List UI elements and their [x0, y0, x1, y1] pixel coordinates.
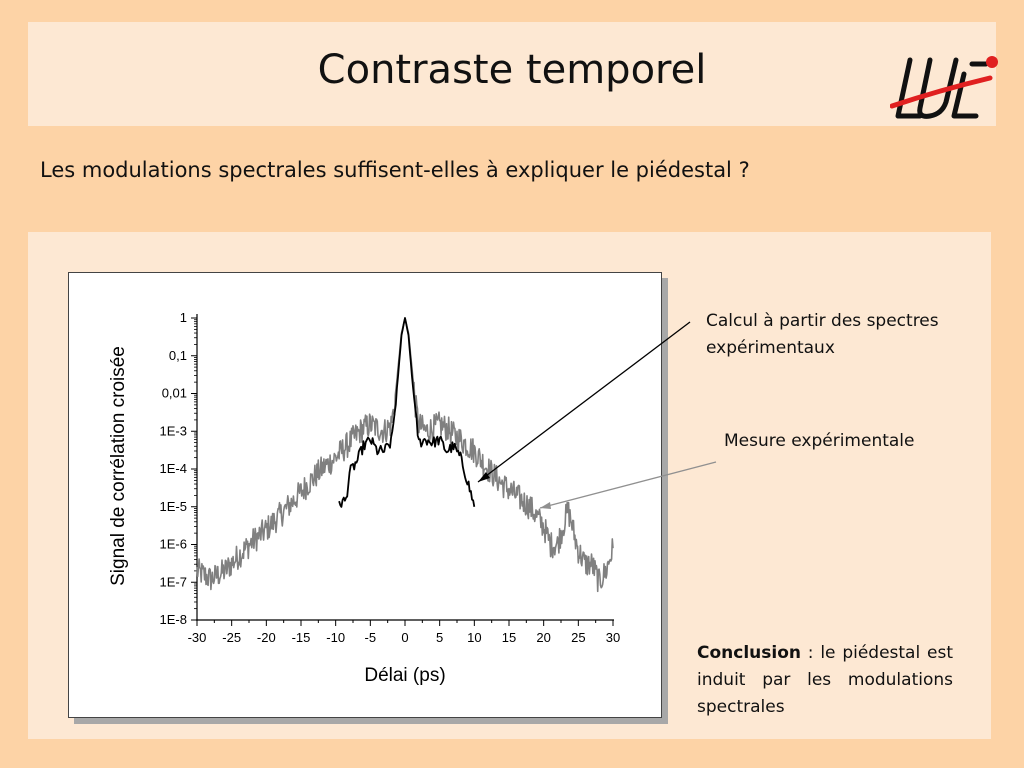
- chart-series: [196, 317, 614, 593]
- x-tick-label: -25: [222, 630, 241, 645]
- x-tick-label: -15: [292, 630, 311, 645]
- annotation-mesure: Mesure expérimentale: [724, 431, 915, 451]
- chart-ylabel: Signal de corrélation croisée: [108, 346, 129, 586]
- slide-question: Les modulations spectrales suffisent-ell…: [40, 158, 750, 182]
- x-tick-label: -5: [365, 630, 377, 645]
- conclusion-label: Conclusion: [697, 643, 801, 663]
- y-tick-label: 1E-4: [160, 461, 187, 476]
- annotation-calcul: Calcul à partir des spectres expérimenta…: [706, 311, 939, 358]
- x-tick-label: -30: [188, 630, 207, 645]
- arrow-mesure: [539, 461, 717, 509]
- y-tick-label: 1E-7: [160, 574, 187, 589]
- lu-logo-icon: [890, 56, 998, 119]
- arrowhead-mesure: [540, 502, 551, 509]
- x-tick-label: 25: [571, 630, 585, 645]
- conclusion-text: : le piédestal est induit par les modula…: [697, 643, 953, 717]
- slide-title: Contraste temporel: [317, 47, 707, 93]
- y-tick-label: 1E-8: [160, 612, 187, 627]
- series-measured-line: [196, 317, 614, 593]
- arrowhead-calcul: [478, 472, 490, 482]
- x-tick-label: 10: [467, 630, 481, 645]
- chart-xlabel: Délai (ps): [364, 665, 445, 686]
- conclusion: Conclusion : le piédestal est induit par…: [697, 640, 953, 721]
- chart-axes: [191, 314, 614, 626]
- y-tick-label: 1E-5: [160, 499, 187, 514]
- x-tick-label: 20: [536, 630, 550, 645]
- x-tick-label: -10: [326, 630, 345, 645]
- y-tick-label: 0,1: [169, 348, 187, 363]
- series-calculated-line: [338, 317, 476, 508]
- x-tick-label: 0: [401, 630, 408, 645]
- y-tick-label: 0,01: [162, 386, 187, 401]
- x-tick-label: 30: [606, 630, 620, 645]
- y-tick-label: 1E-3: [160, 423, 187, 438]
- chart-tick-labels: -30 -25 -20 -15 -10 -5 0 5 10 15 20 25 30 1E-8 1E-7 1E-…: [160, 310, 621, 645]
- title-bar: Contraste temporel: [28, 22, 998, 126]
- chart-frame: [68, 272, 662, 718]
- y-tick-label: 1E-6: [160, 537, 187, 552]
- x-tick-label: 5: [436, 630, 443, 645]
- x-tick-label: 15: [502, 630, 516, 645]
- y-tick-label: 1: [180, 310, 187, 325]
- x-tick-label: -20: [257, 630, 276, 645]
- arrow-calcul: [477, 321, 691, 483]
